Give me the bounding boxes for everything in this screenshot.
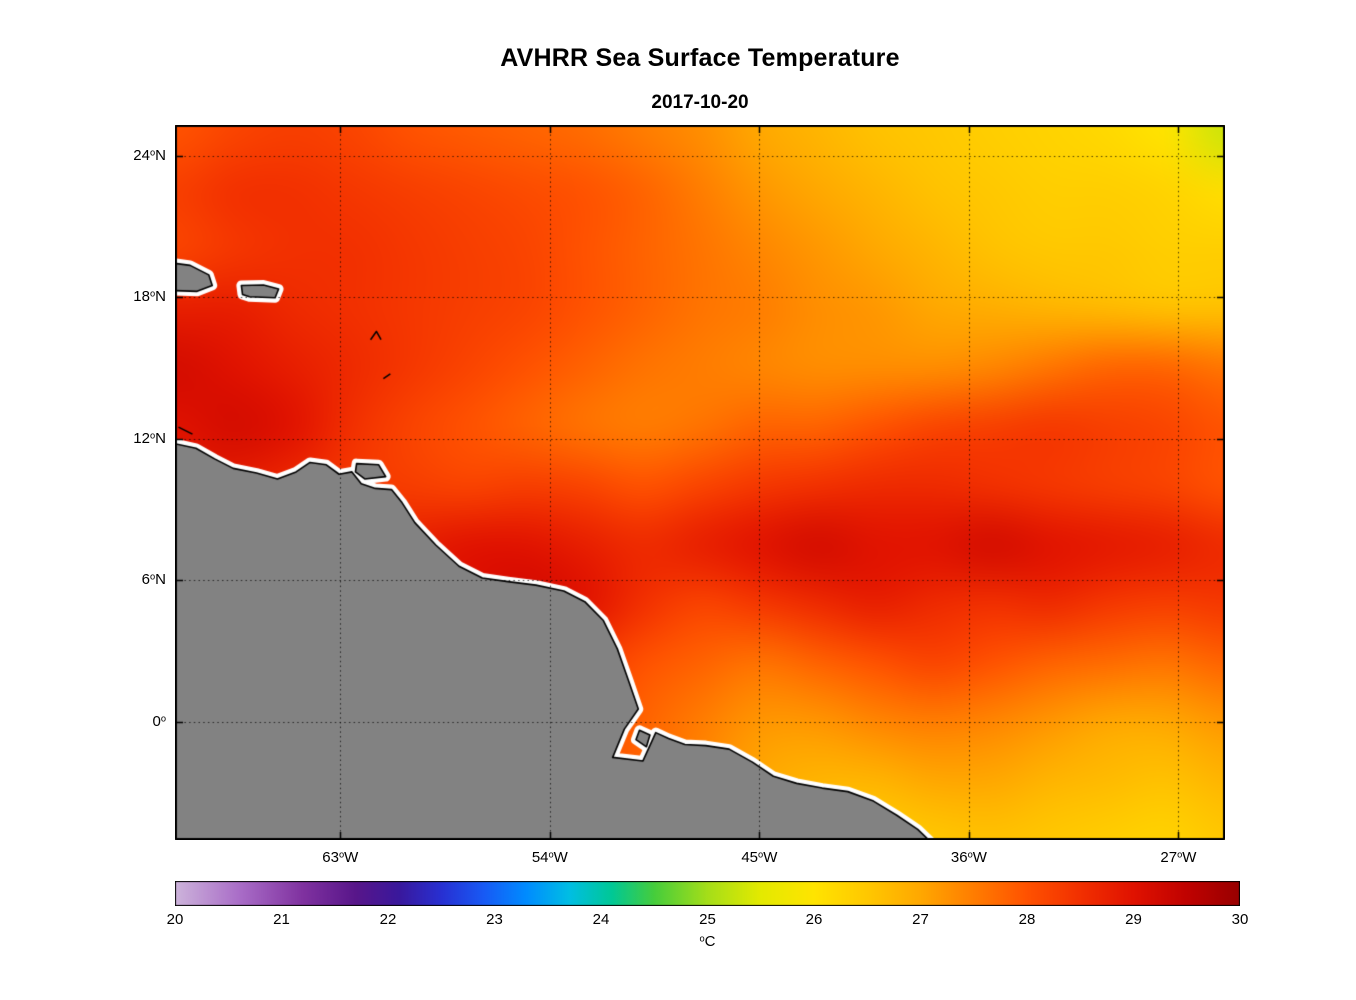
lon-tick-label: 54oW xyxy=(531,849,568,866)
lat-tick-label: 6oN xyxy=(141,571,166,589)
colorbar-tick-label: 24 xyxy=(592,911,610,928)
lon-tick-label: 27oW xyxy=(1160,849,1197,866)
degree-symbol: o xyxy=(699,933,705,944)
colorbar-canvas xyxy=(175,881,1240,906)
colorbar-tick-label: 28 xyxy=(1018,911,1036,928)
colorbar-tick-label: 23 xyxy=(486,911,503,928)
colorbar-tick-label: 27 xyxy=(912,911,929,928)
chart-title: AVHRR Sea Surface Temperature xyxy=(500,44,900,72)
chart-subtitle: 2017-10-20 xyxy=(651,92,749,113)
lat-tick-label: 0o xyxy=(152,713,166,730)
colorbar-tick-label: 22 xyxy=(379,911,397,928)
lat-tick-label: 24oN xyxy=(133,146,166,164)
colorbar-tick-label: 21 xyxy=(273,911,290,928)
colorbar-tick-label: 30 xyxy=(1231,911,1249,928)
lon-tick-label: 45oW xyxy=(741,849,778,866)
lat-tick-label: 18oN xyxy=(133,288,166,306)
colorbar-tick-label: 26 xyxy=(805,911,823,928)
lon-tick-label: 63oW xyxy=(322,849,359,866)
colorbar-tick-label: 20 xyxy=(166,911,184,928)
colorbar-tick-label: 25 xyxy=(699,911,716,928)
colorbar-unit-label: oC xyxy=(175,933,1240,950)
colorbar-tick-label: 29 xyxy=(1125,911,1142,928)
lon-tick-label: 36oW xyxy=(950,849,987,866)
unit-text: C xyxy=(704,933,716,950)
lat-tick-label: 12oN xyxy=(133,429,166,447)
sst-map-canvas xyxy=(175,125,1225,840)
